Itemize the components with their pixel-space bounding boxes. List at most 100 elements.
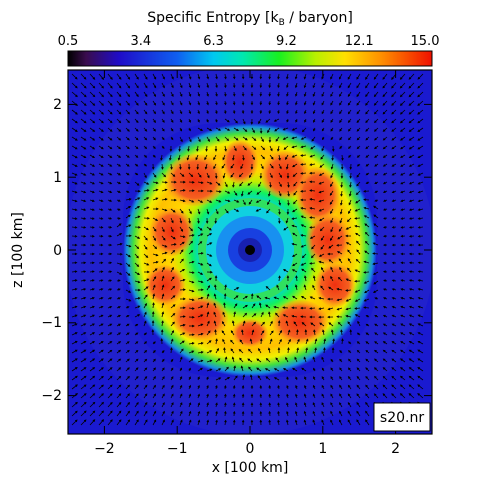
velocity-arrow (400, 226, 406, 229)
velocity-arrow (125, 244, 132, 248)
velocity-arrow (152, 154, 156, 158)
velocity-arrow (356, 402, 361, 408)
velocity-arrow (268, 100, 272, 106)
velocity-arrow (363, 260, 370, 264)
velocity-arrow (188, 217, 191, 224)
velocity-arrow (143, 332, 148, 336)
velocity-arrow (417, 82, 424, 89)
velocity-arrow (399, 358, 406, 363)
velocity-arrow (321, 118, 325, 123)
velocity-arrow (268, 393, 272, 399)
velocity-arrow (391, 279, 397, 282)
velocity-arrow (179, 118, 183, 123)
velocity-arrow (356, 145, 361, 150)
velocity-arrow (80, 375, 87, 381)
velocity-arrow (179, 127, 182, 132)
velocity-arrow (373, 280, 379, 285)
velocity-arrow (356, 341, 361, 345)
velocity-arrow (346, 217, 352, 223)
velocity-arrow (277, 384, 280, 390)
velocity-arrow (399, 100, 406, 106)
velocity-arrow (98, 118, 104, 124)
velocity-arrow (309, 262, 316, 265)
velocity-arrow (382, 190, 388, 193)
velocity-arrow (125, 367, 130, 372)
velocity-arrow (292, 262, 298, 267)
velocity-arrow (80, 393, 87, 399)
velocity-arrow (356, 410, 361, 417)
velocity-arrow (170, 304, 176, 309)
velocity-arrow (233, 303, 238, 309)
velocity-arrow (134, 235, 141, 239)
velocity-arrow (143, 419, 148, 426)
velocity-arrow (356, 163, 361, 167)
velocity-arrow (278, 172, 282, 178)
velocity-arrow (374, 367, 379, 372)
velocity-arrow (230, 163, 235, 169)
velocity-arrow (214, 146, 218, 152)
velocity-arrow (71, 199, 78, 203)
velocity-arrow (71, 154, 78, 159)
velocity-arrow (125, 205, 132, 210)
velocity-arrow (339, 208, 343, 215)
velocity-arrow (305, 338, 309, 345)
velocity-arrow (286, 384, 289, 390)
velocity-arrow (312, 402, 316, 408)
velocity-arrow (338, 258, 343, 264)
velocity-arrow (363, 306, 370, 309)
velocity-arrow (313, 376, 316, 381)
velocity-arrow (161, 251, 168, 255)
velocity-arrow (98, 323, 104, 327)
velocity-arrow (318, 260, 325, 264)
velocity-arrow (275, 357, 280, 363)
velocity-arrow (294, 410, 298, 417)
velocity-arrow (256, 190, 262, 195)
velocity-arrow (260, 145, 266, 151)
velocity-arrow (107, 341, 113, 345)
velocity-arrow (309, 163, 316, 166)
velocity-arrow (355, 190, 361, 196)
velocity-arrow (312, 410, 316, 417)
velocity-arrow (116, 217, 121, 220)
velocity-arrow (383, 261, 388, 265)
velocity-arrow (107, 172, 113, 176)
velocity-arrow (278, 199, 282, 206)
velocity-arrow (309, 315, 315, 319)
velocity-arrow (259, 172, 263, 179)
colorbar-tick-labels: 0.5 3.4 6.3 9.2 12.1 15.0 (58, 34, 440, 49)
velocity-arrow (134, 375, 139, 381)
velocity-arrow (286, 410, 289, 417)
velocity-arrow (294, 82, 298, 89)
velocity-arrow (80, 261, 87, 265)
velocity-arrow (251, 154, 255, 161)
velocity-arrow (293, 321, 298, 327)
velocity-arrow (265, 376, 271, 381)
velocity-arrow (260, 321, 265, 327)
velocity-arrow (125, 401, 131, 408)
velocity-arrow (250, 410, 254, 417)
velocity-arrow (365, 172, 370, 176)
velocity-arrow (408, 234, 415, 238)
velocity-arrow (134, 154, 139, 158)
velocity-arrow (233, 136, 239, 141)
velocity-arrow (365, 118, 370, 124)
velocity-arrow (417, 217, 424, 220)
velocity-arrow (347, 249, 352, 255)
velocity-arrow (365, 91, 370, 98)
velocity-arrow (188, 402, 192, 408)
velocity-arrow (188, 367, 191, 372)
velocity-arrow (116, 181, 121, 185)
velocity-arrow (116, 314, 121, 318)
velocity-arrow (179, 419, 183, 426)
velocity-arrow (89, 419, 96, 426)
velocity-arrow (116, 279, 121, 282)
velocity-arrow (347, 349, 352, 354)
velocity-arrow (107, 154, 113, 158)
velocity-arrow (347, 258, 352, 264)
velocity-arrow (277, 91, 280, 97)
velocity-arrow (382, 73, 388, 80)
velocity-arrow (206, 402, 209, 408)
velocity-arrow (267, 127, 271, 134)
velocity-arrow (71, 410, 78, 417)
velocity-arrow (116, 401, 122, 408)
